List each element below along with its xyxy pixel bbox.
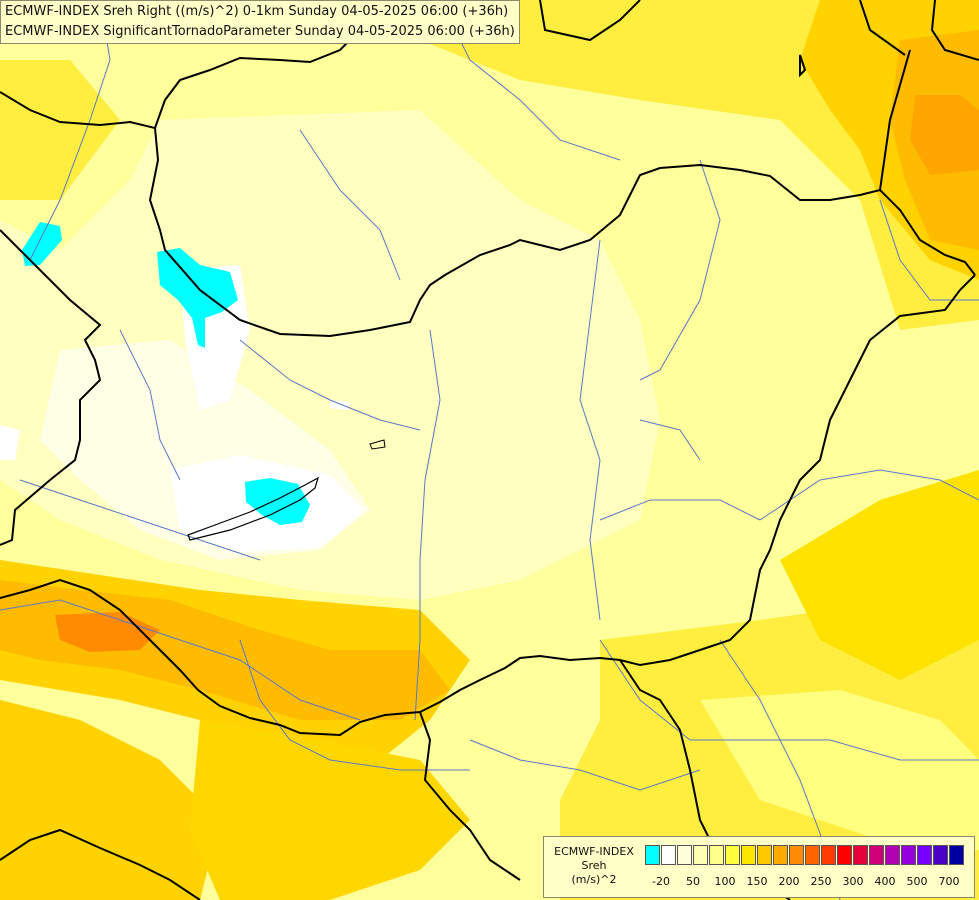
legend-tick-label: 700 [938, 875, 960, 888]
legend-swatch [869, 845, 884, 865]
legend-swatch [901, 845, 916, 865]
legend-swatch [773, 845, 788, 865]
color-legend: ECMWF-INDEX Sreh (m/s)^2 -20 50 100 150 200 2… [543, 836, 975, 898]
legend-title-line-3: (m/s)^2 [571, 873, 617, 886]
legend-swatch [645, 845, 660, 865]
legend-title-line-1: ECMWF-INDEX [554, 845, 634, 858]
legend-tick-label: 300 [842, 875, 864, 888]
legend-swatch [917, 845, 932, 865]
legend-tick-label: 400 [874, 875, 896, 888]
legend-swatch [805, 845, 820, 865]
legend-ticks: -20 50 100 150 200 250 300 400 500 700 [645, 875, 975, 891]
legend-swatch [789, 845, 804, 865]
legend-tick-label: 250 [810, 875, 832, 888]
cyan-patch-central [245, 478, 310, 525]
legend-swatch [949, 845, 964, 865]
legend-tick-label: -20 [652, 875, 670, 888]
legend-tick-label: 150 [746, 875, 768, 888]
legend-swatches [645, 845, 965, 865]
legend-tick-label: 50 [686, 875, 700, 888]
title-line-2: ECMWF-INDEX SignificantTornadoParameter … [5, 24, 515, 39]
legend-swatch [725, 845, 740, 865]
title-line-1: ECMWF-INDEX Sreh Right ((m/s)^2) 0-1km S… [5, 4, 509, 19]
legend-swatch [933, 845, 948, 865]
legend-swatch [757, 845, 772, 865]
legend-swatch [837, 845, 852, 865]
legend-tick-label: 500 [906, 875, 928, 888]
legend-title-line-2: Sreh [581, 859, 607, 872]
cyan-patch-north [157, 248, 238, 348]
legend-swatch [677, 845, 692, 865]
legend-tick-label: 200 [778, 875, 800, 888]
legend-swatch [853, 845, 868, 865]
legend-title: ECMWF-INDEX Sreh (m/s)^2 [546, 845, 642, 887]
legend-swatch [661, 845, 676, 865]
legend-swatch [885, 845, 900, 865]
legend-swatch [709, 845, 724, 865]
legend-swatch [821, 845, 836, 865]
lake-small [369, 439, 386, 450]
lake-balaton [187, 476, 319, 541]
legend-swatch [693, 845, 708, 865]
legend-swatch [741, 845, 756, 865]
map-title: ECMWF-INDEX Sreh Right ((m/s)^2) 0-1km S… [0, 0, 520, 44]
legend-tick-label: 100 [714, 875, 736, 888]
